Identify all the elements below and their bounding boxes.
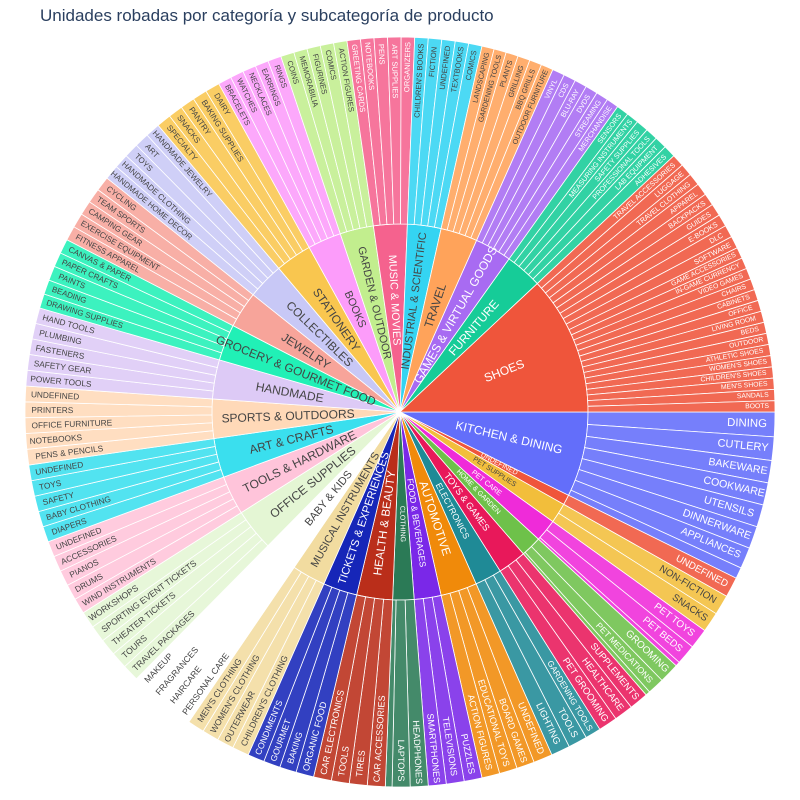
subcategory-label-fiction: FICTION [427,46,439,77]
subcategory-label-notebooks: NOTEBOOKS [363,42,376,91]
subcategory-label-art-supplies: ART SUPPLIES [390,44,400,98]
subcategory-label-cutlery: CUTLERY [717,437,770,454]
subcategory-label-sandals: SANDALS [737,392,769,400]
category-label-music-movies: MUSIC & MOVIES [386,255,403,346]
subcategory-label-tools: TOOLS [336,745,351,777]
subcategory-label-undefined: UNDEFINED [31,389,80,401]
category-label-sports-outdoors: SPORTS & OUTDOORS [221,407,355,426]
subcategory-label-office-furniture: OFFICE FURNITURE [31,417,112,430]
subcategory-label-tires: TIRES [354,750,367,778]
subcategory-label-organizers: ORGANIZERS [402,42,412,92]
subcategory-label-notebooks: NOTEBOOKS [29,432,83,446]
category-label-clothing: CLOTHING [398,506,406,542]
subcategory-label-printers: PRINTERS [31,405,73,415]
subcategory-label-pens: PENS [377,44,387,65]
subcategory-label-headphones: HEADPHONES [411,720,424,784]
subcategory-label-beds: BEDS [740,326,760,337]
subcategory-label-toys: TOYS [38,478,62,492]
subcategory-label-boots: BOOTS [745,403,769,410]
subcategory-label-men-s-shoes: MEN'S SHOES [721,381,768,392]
subcategory-segment-boots[interactable] [587,400,776,413]
subcategory-label-children-s-books: CHILDREN'S BOOKS [412,43,425,118]
chart-title: Unidades robadas por categoría y subcate… [40,6,494,25]
subcategory-label-laptops: LAPTOPS [396,740,406,782]
subcategory-label-dining: DINING [727,417,767,430]
